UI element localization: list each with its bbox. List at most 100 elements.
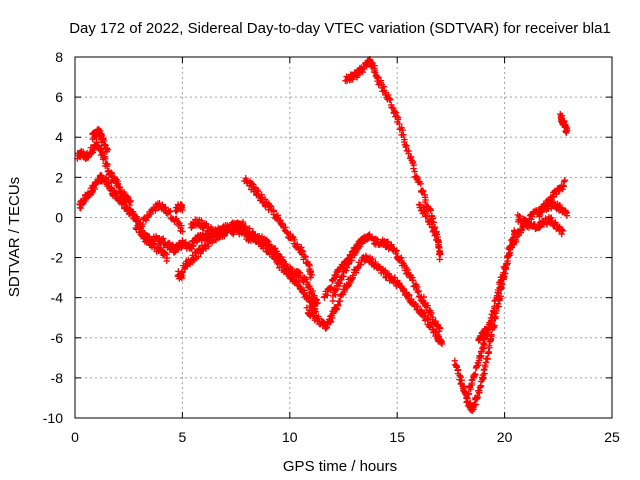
data-point-marker xyxy=(432,317,439,325)
data-point-marker xyxy=(480,339,487,347)
data-point-marker xyxy=(385,91,392,99)
data-point-marker xyxy=(402,143,409,151)
data-point-marker xyxy=(461,389,469,396)
data-point-marker xyxy=(475,387,483,394)
data-point-marker xyxy=(497,277,505,285)
data-point-marker xyxy=(483,325,490,333)
data-point-marker xyxy=(239,218,247,226)
data-point-marker xyxy=(488,317,495,324)
y-tick-label: 2 xyxy=(55,169,63,185)
data-point-marker xyxy=(303,276,310,283)
data-point-marker xyxy=(334,301,342,308)
y-tick-label: 8 xyxy=(55,49,63,65)
data-point-marker xyxy=(374,236,381,244)
data-point-marker xyxy=(263,237,271,244)
data-point-marker xyxy=(291,236,298,244)
data-point-marker xyxy=(558,230,565,238)
data-point-marker xyxy=(145,237,152,244)
data-point-marker xyxy=(482,363,489,371)
data-point-marker xyxy=(219,230,227,238)
data-point-marker xyxy=(472,401,480,408)
data-point-marker xyxy=(253,234,260,241)
data-point-marker xyxy=(162,249,169,257)
data-point-marker xyxy=(357,261,365,268)
series-arc-k xyxy=(233,224,321,307)
data-point-marker xyxy=(352,249,360,256)
data-point-marker xyxy=(152,207,159,214)
y-tick-label: -2 xyxy=(51,250,64,266)
data-point-marker xyxy=(375,74,382,81)
y-axis-label: SDTVAR / TECUs xyxy=(6,177,23,297)
data-point-marker xyxy=(546,198,554,206)
data-point-marker xyxy=(495,300,502,308)
data-point-marker xyxy=(409,276,417,284)
data-point-marker xyxy=(503,260,510,268)
data-point-marker xyxy=(548,214,555,222)
data-point-marker xyxy=(502,264,509,271)
data-point-marker xyxy=(105,179,113,187)
data-point-marker xyxy=(98,172,105,179)
data-point-marker xyxy=(432,229,440,237)
data-point-marker xyxy=(479,375,487,382)
data-point-marker xyxy=(559,227,567,235)
data-point-marker xyxy=(518,226,526,233)
data-point-marker xyxy=(348,254,355,262)
data-point-marker xyxy=(473,395,481,403)
data-point-marker xyxy=(258,194,265,201)
data-point-marker xyxy=(271,251,278,259)
data-point-marker xyxy=(300,287,308,294)
y-tick-label: 0 xyxy=(55,209,63,225)
data-point-marker xyxy=(111,189,119,197)
data-point-marker xyxy=(326,319,334,326)
data-point-marker xyxy=(414,302,421,310)
data-point-marker xyxy=(553,225,560,233)
x-axis-label: GPS time / hours xyxy=(283,458,397,475)
data-point-marker xyxy=(480,374,487,381)
data-point-marker xyxy=(112,190,120,197)
data-point-marker xyxy=(457,373,464,381)
axis-ticks: 0 5 10 15 20 25 -10 -8 -6 -4 -2 0 2 4 6 8 xyxy=(43,49,620,445)
data-point-marker xyxy=(227,226,234,233)
data-point-marker xyxy=(420,293,428,301)
series-arc-o xyxy=(329,233,368,305)
x-tick-label: 20 xyxy=(497,429,513,445)
data-point-marker xyxy=(166,208,173,216)
data-point-marker xyxy=(327,283,335,291)
data-point-marker xyxy=(230,229,237,236)
data-point-marker xyxy=(516,212,523,220)
data-point-marker xyxy=(406,292,413,299)
data-point-marker xyxy=(424,302,431,309)
data-point-marker xyxy=(142,217,150,224)
data-point-marker xyxy=(410,165,417,172)
data-point-marker xyxy=(302,253,309,261)
data-point-marker xyxy=(343,264,351,271)
data-point-marker xyxy=(393,113,401,120)
data-point-marker xyxy=(506,249,513,256)
data-point-marker xyxy=(556,187,563,194)
data-point-marker xyxy=(414,288,421,296)
data-point-marker xyxy=(133,226,140,233)
data-point-marker xyxy=(162,204,169,211)
x-tick-label: 15 xyxy=(389,429,405,445)
data-point-marker xyxy=(472,370,479,378)
data-point-marker xyxy=(295,269,302,276)
series-arc-q xyxy=(415,201,444,263)
data-points xyxy=(74,56,571,415)
data-point-marker xyxy=(563,129,570,136)
data-point-marker xyxy=(387,242,394,249)
data-point-marker xyxy=(423,210,430,218)
data-point-marker xyxy=(108,170,116,177)
data-point-marker xyxy=(283,228,291,236)
data-point-marker xyxy=(562,208,569,215)
data-point-marker xyxy=(205,243,212,250)
data-point-marker xyxy=(327,318,335,325)
data-point-marker xyxy=(249,181,257,188)
data-point-marker xyxy=(436,325,444,332)
data-point-marker xyxy=(314,299,321,307)
x-tick-label: 0 xyxy=(71,429,79,445)
data-point-marker xyxy=(301,252,308,260)
data-point-marker xyxy=(77,204,85,212)
data-point-marker xyxy=(563,209,571,216)
series-arc-n xyxy=(321,231,444,335)
